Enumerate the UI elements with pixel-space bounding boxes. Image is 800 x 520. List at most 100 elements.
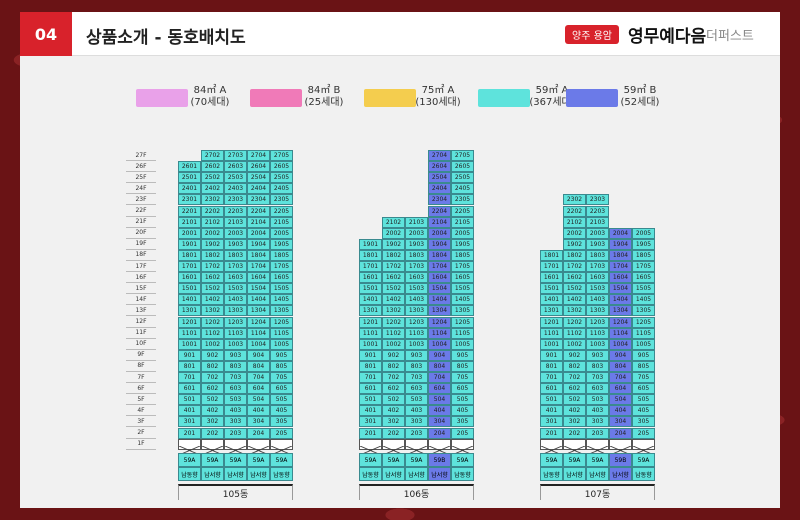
unit-cell: 805 <box>270 360 293 372</box>
unit-cell: 205 <box>632 427 655 439</box>
floor-label: 17F <box>126 261 156 272</box>
unit-cell: 1302 <box>201 305 224 317</box>
unit-cell: 1604 <box>428 272 451 284</box>
orientation-cell: 남동향 <box>359 467 382 481</box>
unit-cell: 301 <box>178 416 201 428</box>
unit-cell: 2605 <box>451 161 474 173</box>
unit-cell: 1805 <box>632 249 655 261</box>
floor-label: 8F <box>126 361 156 372</box>
floor-label: 9F <box>126 350 156 361</box>
unit-cell: 1705 <box>632 261 655 272</box>
unit-cell: 1505 <box>632 283 655 295</box>
unit-cell: 2404 <box>428 183 451 195</box>
unit-cell: 504 <box>609 394 632 406</box>
unit-cell: 402 <box>382 405 405 417</box>
floor-label: 1F <box>126 439 156 450</box>
unit-cell: 1604 <box>247 272 270 284</box>
unit-cell: 1702 <box>382 261 405 272</box>
unit-cell: 403 <box>224 405 247 417</box>
unit-cell: 204 <box>609 427 632 439</box>
unit-cell: 1501 <box>178 283 201 295</box>
unit-cell: 1105 <box>270 327 293 339</box>
unit-cell: 1801 <box>178 249 201 261</box>
unit-cell: 301 <box>540 416 563 428</box>
unit-cell: 905 <box>270 349 293 361</box>
orientation-cell: 남동향 <box>178 467 201 481</box>
unit-cell: 601 <box>178 383 201 395</box>
unit-cell: 2601 <box>178 161 201 173</box>
unit-cell: 603 <box>405 383 428 395</box>
unit-cell: 2602 <box>201 161 224 173</box>
unit-cell: 203 <box>224 427 247 439</box>
unit-cell: 303 <box>224 416 247 428</box>
unit-cell: 1801 <box>359 249 382 261</box>
unit-cell: 2505 <box>451 172 474 184</box>
unit-cell: 205 <box>451 427 474 439</box>
unit-cell: 1703 <box>224 261 247 272</box>
unit-cell: 1104 <box>428 327 451 339</box>
unit-cell: 605 <box>632 383 655 395</box>
unit-cell: 2705 <box>451 150 474 161</box>
unit-cell: 604 <box>428 383 451 395</box>
legend-count: (70세대) <box>190 97 230 108</box>
unit-cell: 703 <box>405 372 428 383</box>
unit-cell: 1801 <box>540 249 563 261</box>
unit-type-cell: 59A <box>224 453 247 467</box>
floor-label: 18F <box>126 250 156 261</box>
unit-cell: 1305 <box>451 305 474 317</box>
unit-cell: 302 <box>563 416 586 428</box>
floor-label: 16F <box>126 272 156 284</box>
unit-cell: 1805 <box>270 249 293 261</box>
legend-type: 59㎡ B <box>623 85 657 96</box>
unit-cell: 1902 <box>382 238 405 250</box>
unit-cell: 1902 <box>201 238 224 250</box>
floor-label: 7F <box>126 372 156 383</box>
legend-count: (130세대) <box>415 97 461 108</box>
unit-cell: 2104 <box>247 216 270 228</box>
pilotis-cell <box>201 438 224 455</box>
unit-cell: 303 <box>405 416 428 428</box>
unit-cell: 702 <box>563 372 586 383</box>
unit-cell: 602 <box>563 383 586 395</box>
unit-cell: 1102 <box>201 327 224 339</box>
unit-cell: 1702 <box>563 261 586 272</box>
header-bar: 04 상품소개 - 동호배치도 양주 용암 영무예다음 더퍼스트 <box>20 12 780 56</box>
legend-count: (52세대) <box>620 97 660 108</box>
unit-cell: 304 <box>609 416 632 428</box>
unit-cell: 2402 <box>201 183 224 195</box>
unit-cell: 2501 <box>178 172 201 184</box>
unit-cell: 2003 <box>224 227 247 239</box>
unit-cell: 1401 <box>359 294 382 306</box>
unit-cell: 605 <box>270 383 293 395</box>
unit-cell: 2503 <box>224 172 247 184</box>
unit-cell: 303 <box>586 416 609 428</box>
unit-cell: 305 <box>632 416 655 428</box>
unit-cell: 805 <box>451 360 474 372</box>
unit-cell: 405 <box>451 405 474 417</box>
unit-cell: 1305 <box>632 305 655 317</box>
unit-cell: 1102 <box>563 327 586 339</box>
unit-cell: 1201 <box>359 316 382 328</box>
unit-cell: 1804 <box>609 249 632 261</box>
unit-cell: 701 <box>359 372 382 383</box>
unit-type-cell: 59A <box>178 453 201 467</box>
unit-cell: 2005 <box>270 227 293 239</box>
unit-cell: 704 <box>609 372 632 383</box>
legend-type: 84㎡ A <box>193 85 227 96</box>
unit-cell: 903 <box>405 349 428 361</box>
unit-cell: 1504 <box>428 283 451 295</box>
unit-cell: 2403 <box>224 183 247 195</box>
unit-cell: 1303 <box>586 305 609 317</box>
unit-cell: 1402 <box>563 294 586 306</box>
unit-cell: 1902 <box>563 238 586 250</box>
unit-cell: 704 <box>428 372 451 383</box>
unit-cell: 601 <box>540 383 563 395</box>
unit-cell: 2504 <box>247 172 270 184</box>
unit-cell: 403 <box>405 405 428 417</box>
unit-cell: 1401 <box>178 294 201 306</box>
unit-cell: 804 <box>247 360 270 372</box>
unit-cell: 1701 <box>178 261 201 272</box>
unit-cell: 604 <box>609 383 632 395</box>
legend-type: 59㎡ A <box>535 85 569 96</box>
unit-cell: 705 <box>270 372 293 383</box>
